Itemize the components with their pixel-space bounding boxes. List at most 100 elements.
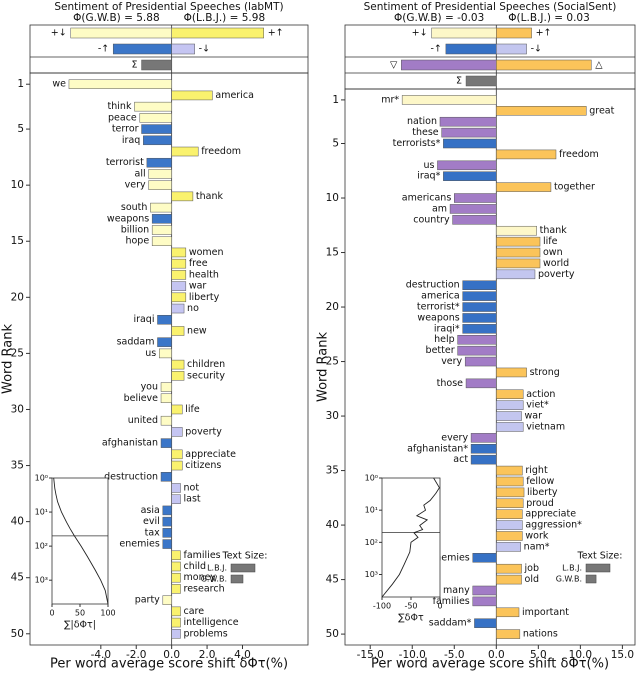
text-size-label: G.W.B. xyxy=(201,575,227,584)
word-label: free xyxy=(189,258,208,269)
word-bar xyxy=(160,382,172,392)
text-size-label: L.B.J. xyxy=(207,564,227,573)
word-label: united xyxy=(128,415,158,426)
summary-bar xyxy=(496,59,592,71)
word-bar xyxy=(68,79,172,89)
word-label: help xyxy=(434,334,455,345)
word-bar xyxy=(171,191,194,202)
word-label: americans xyxy=(402,193,452,204)
summary-label: -↓ xyxy=(531,44,542,55)
word-label: party xyxy=(135,595,160,606)
word-label: freedom xyxy=(559,149,599,160)
word-label: these xyxy=(412,127,439,138)
word-label: america xyxy=(215,90,254,101)
word-bar xyxy=(171,550,181,561)
word-bar xyxy=(151,236,172,246)
main-frame xyxy=(344,88,636,646)
word-label: you xyxy=(141,382,158,393)
word-bar xyxy=(496,236,541,247)
word-bar xyxy=(171,247,187,258)
word-bar xyxy=(150,202,172,213)
word-bar xyxy=(496,269,536,280)
y-tick-label: 25 xyxy=(11,347,24,359)
word-bar xyxy=(171,629,181,639)
word-label: thank xyxy=(540,225,568,236)
y-tick-label: 5 xyxy=(17,123,24,135)
word-label: terrorist xyxy=(106,157,144,168)
word-bar xyxy=(472,553,497,563)
word-bar xyxy=(496,509,523,519)
word-bar xyxy=(496,400,524,410)
word-bar xyxy=(443,138,497,149)
y-tick-label: 10 xyxy=(326,192,339,204)
panel-title: Sentiment of Presidential Speeches (Soci… xyxy=(364,1,617,13)
word-bar xyxy=(162,595,172,605)
word-label: poverty xyxy=(538,269,575,280)
word-bar xyxy=(171,606,181,617)
word-bar xyxy=(454,193,497,203)
y-tick-label: 45 xyxy=(326,574,339,586)
inset-x-label: ∑δΦτ xyxy=(398,613,424,624)
summary-bar xyxy=(496,27,532,39)
word-label: appreciate xyxy=(525,509,576,520)
word-label: citizens xyxy=(185,460,221,471)
text-size-bar xyxy=(230,563,256,573)
word-bar xyxy=(462,291,497,301)
score: Φ(G.W.B) = -0.03 xyxy=(394,12,484,24)
inset-y-tick-label: 10² xyxy=(35,542,48,551)
word-label: war xyxy=(525,411,543,422)
word-label: enemies xyxy=(429,552,469,563)
word-bar xyxy=(157,314,172,325)
word-label: intelligence xyxy=(184,617,239,628)
word-bar xyxy=(457,345,497,356)
word-label: world xyxy=(543,258,569,269)
word-label: terror xyxy=(112,124,139,135)
word-label: america xyxy=(421,291,460,302)
word-label: liberty xyxy=(527,487,558,498)
word-bar xyxy=(496,487,525,498)
word-bar xyxy=(496,367,527,378)
text-size-bar xyxy=(585,563,611,573)
y-axis-label: Word Rank xyxy=(1,324,16,394)
inset-curve xyxy=(53,477,109,605)
word-label: nations xyxy=(523,629,558,640)
word-label: afghanistan* xyxy=(407,443,468,454)
word-label: families xyxy=(433,596,470,607)
word-label: billion xyxy=(121,225,149,236)
summary-bar xyxy=(70,27,172,39)
word-label: freedom xyxy=(201,146,241,157)
word-label: nam* xyxy=(524,541,550,552)
word-label: liberty xyxy=(189,292,220,303)
word-bar xyxy=(496,258,541,269)
word-label: iraqi* xyxy=(434,323,460,334)
y-tick-label: 15 xyxy=(326,247,339,259)
word-label: asia xyxy=(141,505,160,516)
main-frame xyxy=(29,72,309,646)
word-bar xyxy=(401,95,497,105)
word-label: weapons xyxy=(107,213,149,224)
word-label: poverty xyxy=(185,426,222,437)
x-tick-label: 0.0 xyxy=(488,649,505,661)
word-bar xyxy=(496,411,522,421)
x-tick-label: -15.0 xyxy=(357,649,384,661)
word-bar xyxy=(171,617,181,628)
word-label: proud xyxy=(526,498,554,509)
word-label: thank xyxy=(196,191,224,202)
word-bar xyxy=(171,427,183,437)
word-label: strong xyxy=(530,367,560,378)
word-bar xyxy=(496,182,552,192)
word-label: nation xyxy=(407,116,437,127)
word-bar xyxy=(472,596,497,607)
text-size-label: L.B.J. xyxy=(562,564,582,573)
word-label: life xyxy=(543,236,558,247)
score: Φ(L.B.J.) = 0.03 xyxy=(508,12,589,24)
summary-label: ▽ xyxy=(390,60,398,71)
y-tick-label: 1 xyxy=(17,78,24,90)
word-label: saddam* xyxy=(429,618,472,629)
word-label: vietnam xyxy=(526,421,565,432)
word-label: right xyxy=(525,465,548,476)
summary-bar xyxy=(141,59,172,71)
x-axis-label: Per word average score shift δΦτ(%) xyxy=(371,657,609,672)
word-bar xyxy=(470,433,497,443)
word-label: many xyxy=(443,585,470,596)
